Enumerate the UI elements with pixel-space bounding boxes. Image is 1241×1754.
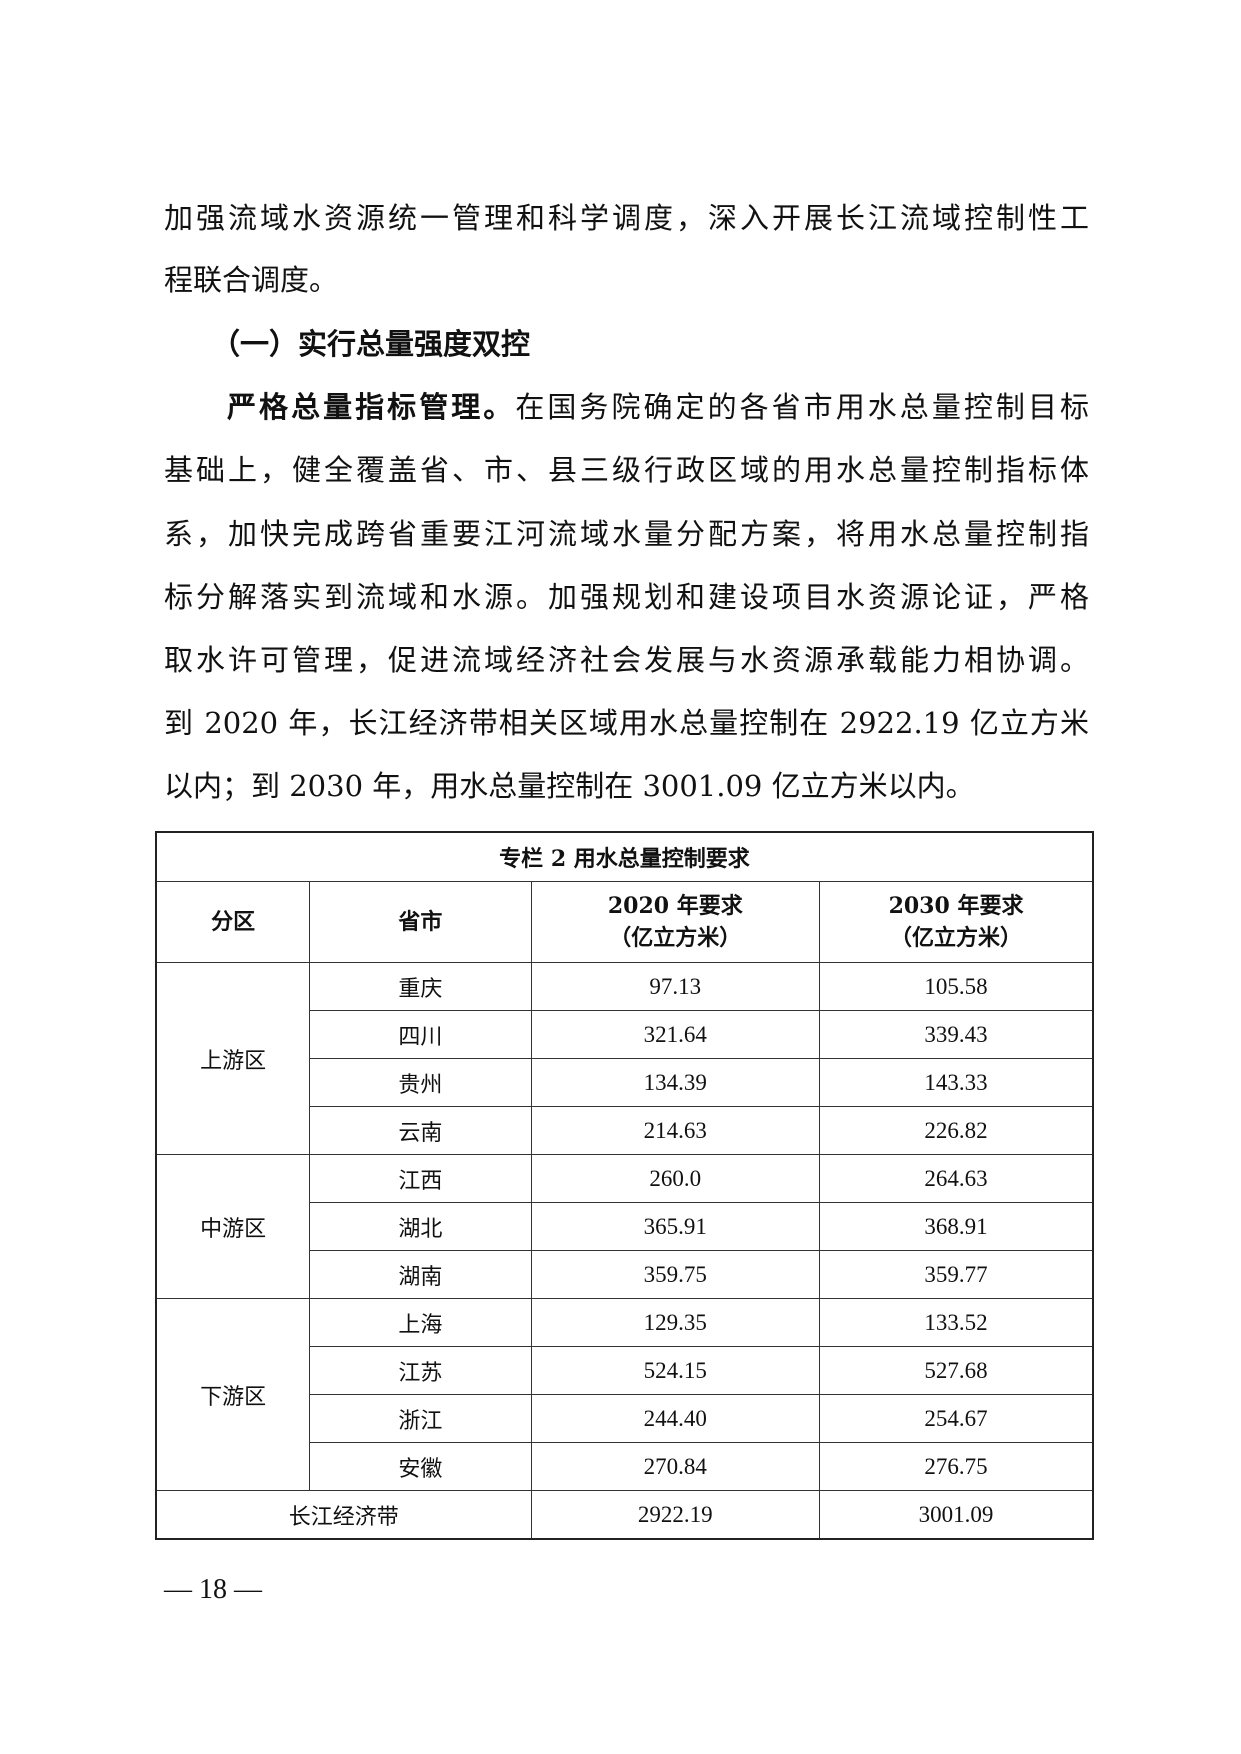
- province-cell: 湖南: [309, 1250, 532, 1299]
- table-row: 江苏 524.15 527.68: [156, 1346, 1094, 1395]
- value-2020: 270.84: [530, 1442, 821, 1491]
- paragraph-line: 严格总量指标管理。在国务院确定的各省市用水总量控制目标: [227, 387, 1089, 427]
- header-2020: 2020 年要求 （亿立方米）: [530, 881, 821, 963]
- value-2030: 105.58: [819, 962, 1094, 1011]
- value-2020: 524.15: [530, 1346, 821, 1395]
- value-2030: 133.52: [819, 1298, 1094, 1347]
- zone-cell: 上游区: [155, 962, 311, 1155]
- header-2030-line1: 2030 年要求: [888, 893, 1024, 919]
- table-row: 湖南 359.75 359.77: [156, 1250, 1094, 1299]
- value-2020: 359.75: [530, 1250, 821, 1299]
- section-heading: （一）实行总量强度双控: [211, 327, 531, 361]
- province-cell: 重庆: [309, 962, 532, 1011]
- header-2030-line2: （亿立方米）: [890, 925, 1023, 951]
- value-2030: 226.82: [819, 1106, 1094, 1155]
- value-2030: 359.77: [819, 1250, 1094, 1299]
- province-cell: 上海: [309, 1298, 532, 1347]
- table-header-row: 分区 省市 2020 年要求 （亿立方米） 2030 年要求 （亿立方米）: [155, 881, 1094, 963]
- province-cell: 浙江: [309, 1394, 532, 1443]
- value-2030: 276.75: [819, 1442, 1094, 1491]
- province-cell: 江西: [309, 1154, 532, 1203]
- paragraph-line: 系，加快完成跨省重要江河流域水量分配方案，将用水总量控制指: [164, 517, 1089, 551]
- paragraph-text: 在国务院确定的各省市用水总量控制目标: [515, 390, 1089, 424]
- value-2020: 129.35: [530, 1298, 821, 1347]
- table-total-row: 长江经济带 2922.19 3001.09: [155, 1490, 1094, 1540]
- value-2020: 321.64: [530, 1010, 821, 1059]
- table-row: 中游区 江西 260.0 264.63: [155, 1154, 1094, 1299]
- zone-cell: 下游区: [155, 1298, 311, 1491]
- table-row: 浙江 244.40 254.67: [156, 1394, 1094, 1443]
- paragraph-line: 标分解落实到流域和水源。加强规划和建设项目水资源论证，严格: [164, 580, 1089, 614]
- province-cell: 安徽: [309, 1442, 532, 1491]
- paragraph-line: 取水许可管理，促进流域经济社会发展与水资源承载能力相协调。: [164, 643, 1089, 677]
- value-2030: 527.68: [819, 1346, 1094, 1395]
- header-zone: 分区: [155, 881, 311, 963]
- table-row: 上游区 重庆 97.13 105.58: [155, 962, 1094, 1155]
- zone-cell: 中游区: [155, 1154, 311, 1299]
- table-row: 湖北 365.91 368.91: [156, 1202, 1094, 1251]
- water-quota-table: 专栏 2 用水总量控制要求 分区 省市 2020 年要求 （亿立方米） 2030 …: [155, 831, 1094, 1540]
- value-2020: 260.0: [530, 1154, 821, 1203]
- value-2030: 368.91: [819, 1202, 1094, 1251]
- header-2030: 2030 年要求 （亿立方米）: [819, 881, 1094, 963]
- value-2020: 365.91: [530, 1202, 821, 1251]
- value-2020: 97.13: [530, 962, 821, 1011]
- table-row: 四川 321.64 339.43: [156, 1010, 1094, 1059]
- value-2030: 339.43: [819, 1010, 1094, 1059]
- paragraph-line: 到 2020 年，长江经济带相关区域用水总量控制在 2922.19 亿立方米: [164, 706, 1089, 740]
- paragraph-line: 基础上，健全覆盖省、市、县三级行政区域的用水总量控制指标体: [164, 453, 1089, 487]
- province-cell: 云南: [309, 1106, 532, 1155]
- value-2030: 254.67: [819, 1394, 1094, 1443]
- table-row: 安徽 270.84 276.75: [156, 1442, 1094, 1491]
- total-2020: 2922.19: [530, 1490, 821, 1540]
- province-cell: 江苏: [309, 1346, 532, 1395]
- paragraph-lead: 严格总量指标管理。: [227, 390, 516, 424]
- paragraph-line: 加强流域水资源统一管理和科学调度，深入开展长江流域控制性工: [164, 201, 1089, 235]
- table-title: 专栏 2 用水总量控制要求: [155, 831, 1094, 882]
- header-province: 省市: [309, 881, 532, 963]
- province-cell: 湖北: [309, 1202, 532, 1251]
- total-label: 长江经济带: [155, 1490, 532, 1540]
- province-cell: 四川: [309, 1010, 532, 1059]
- total-2030: 3001.09: [819, 1490, 1094, 1540]
- header-2020-line2: （亿立方米）: [609, 925, 742, 951]
- value-2020: 244.40: [530, 1394, 821, 1443]
- value-2030: 264.63: [819, 1154, 1094, 1203]
- table-row: 下游区 上海 129.35 133.52: [155, 1298, 1094, 1491]
- value-2030: 143.33: [819, 1058, 1094, 1107]
- header-2020-line1: 2020 年要求: [607, 893, 743, 919]
- paragraph-line: 以内；到 2030 年，用水总量控制在 3001.09 亿立方米以内。: [164, 769, 975, 803]
- value-2020: 134.39: [530, 1058, 821, 1107]
- value-2020: 214.63: [530, 1106, 821, 1155]
- page-number: — 18 —: [164, 1574, 262, 1605]
- province-cell: 贵州: [309, 1058, 532, 1107]
- paragraph-line: 程联合调度。: [164, 263, 339, 297]
